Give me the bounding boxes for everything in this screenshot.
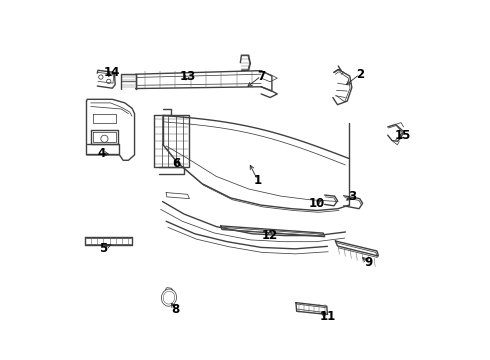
Text: 5: 5 <box>99 242 107 255</box>
Text: 6: 6 <box>173 157 181 170</box>
Text: 8: 8 <box>171 303 179 316</box>
Text: 4: 4 <box>98 147 106 159</box>
Text: 9: 9 <box>365 256 373 269</box>
Text: 10: 10 <box>309 197 325 210</box>
Text: 11: 11 <box>319 310 336 324</box>
Text: 3: 3 <box>348 190 357 203</box>
Text: 7: 7 <box>257 69 265 82</box>
Text: 14: 14 <box>104 66 121 79</box>
Text: 15: 15 <box>394 129 411 142</box>
Text: 13: 13 <box>179 69 196 82</box>
Text: 12: 12 <box>262 229 278 242</box>
Text: 2: 2 <box>356 68 364 81</box>
Text: 1: 1 <box>253 174 262 186</box>
